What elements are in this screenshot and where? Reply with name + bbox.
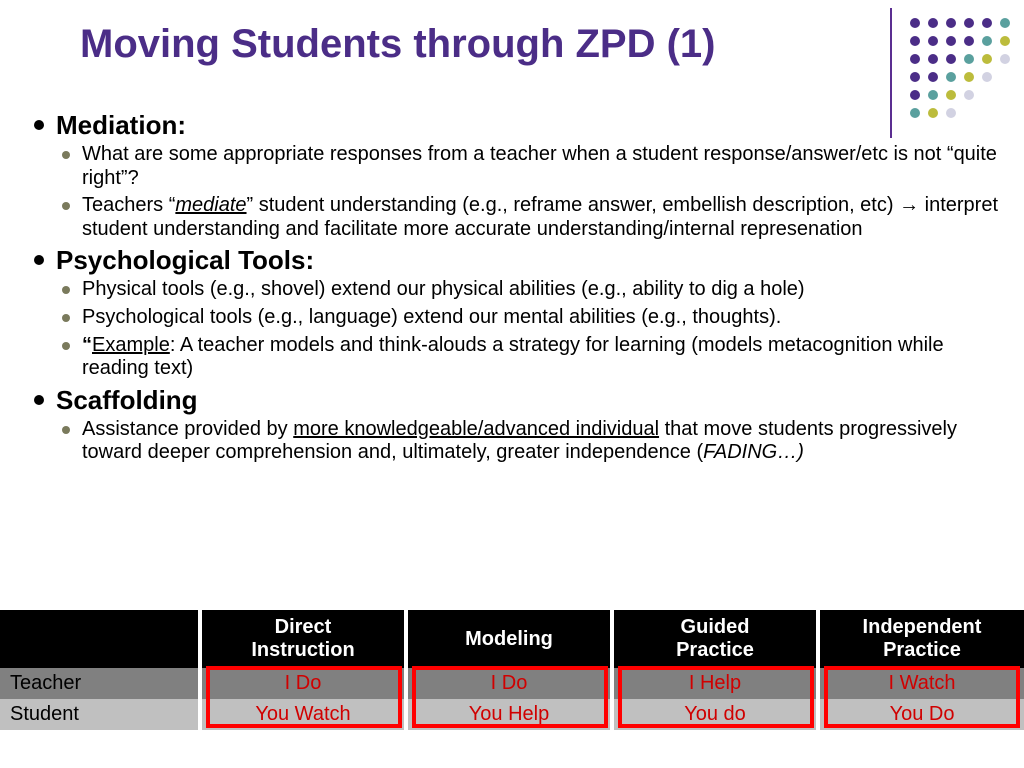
table-row-label: Student	[0, 699, 200, 730]
dot-icon	[910, 72, 920, 82]
dot-icon	[928, 90, 938, 100]
bullet-level1-label: Psychological Tools:	[56, 245, 1000, 276]
dot-icon	[982, 36, 992, 46]
table-cell: You do	[612, 699, 818, 730]
dot-icon	[928, 36, 938, 46]
table-row: StudentYou WatchYou HelpYou doYou Do	[0, 699, 1024, 730]
dot-icon	[946, 36, 956, 46]
bullet-level2-list: Assistance provided by more knowledgeabl…	[56, 418, 1000, 465]
table-cell: I Do	[406, 668, 612, 699]
bullet-level2-list: What are some appropriate responses from…	[56, 143, 1000, 241]
dot-icon	[964, 72, 974, 82]
bullet-level1-label: Mediation:	[56, 110, 1000, 141]
table-cell: You Help	[406, 699, 612, 730]
dot-icon	[928, 54, 938, 64]
bullet-level1: Psychological Tools:Physical tools (e.g.…	[30, 245, 1000, 380]
table-cell: You Watch	[200, 699, 406, 730]
dot-icon	[946, 54, 956, 64]
dot-icon	[964, 90, 974, 100]
bullet-level2: Teachers “mediate” student understanding…	[56, 194, 1000, 241]
dot-icon	[946, 90, 956, 100]
bullet-list: Mediation:What are some appropriate resp…	[30, 110, 1000, 465]
dot-icon	[910, 90, 920, 100]
gradual-release-table: DirectInstructionModelingGuidedPracticeI…	[0, 610, 1024, 730]
table-header-cell: GuidedPractice	[612, 610, 818, 668]
dot-icon	[910, 36, 920, 46]
dot-icon	[910, 18, 920, 28]
bullet-level2: Psychological tools (e.g., language) ext…	[56, 306, 1000, 330]
dot-icon	[982, 18, 992, 28]
table-header-cell: IndependentPractice	[818, 610, 1024, 668]
bullet-level1: ScaffoldingAssistance provided by more k…	[30, 385, 1000, 465]
table-cell: I Help	[612, 668, 818, 699]
table-header-cell: DirectInstruction	[200, 610, 406, 668]
dot-icon	[928, 18, 938, 28]
table-cell: I Watch	[818, 668, 1024, 699]
bullet-level1-label: Scaffolding	[56, 385, 1000, 416]
content-area: Mediation:What are some appropriate resp…	[30, 110, 1000, 469]
bullet-level1: Mediation:What are some appropriate resp…	[30, 110, 1000, 241]
dot-icon	[1000, 36, 1010, 46]
dot-icon	[964, 18, 974, 28]
bullet-level2: “Example: A teacher models and think-alo…	[56, 334, 1000, 381]
dot-icon	[928, 72, 938, 82]
table-row-label: Teacher	[0, 668, 200, 699]
table-header-cell	[0, 610, 200, 668]
dot-icon	[946, 18, 956, 28]
gradual-release-table-wrap: DirectInstructionModelingGuidedPracticeI…	[0, 610, 1024, 730]
dot-icon	[982, 54, 992, 64]
dot-icon	[946, 72, 956, 82]
dot-icon	[910, 54, 920, 64]
bullet-level2: Assistance provided by more knowledgeabl…	[56, 418, 1000, 465]
bullet-level2-list: Physical tools (e.g., shovel) extend our…	[56, 278, 1000, 380]
table-header-cell: Modeling	[406, 610, 612, 668]
dot-icon	[982, 72, 992, 82]
dot-icon	[1000, 54, 1010, 64]
bullet-level2: What are some appropriate responses from…	[56, 143, 1000, 190]
dot-icon	[964, 54, 974, 64]
table-cell: You Do	[818, 699, 1024, 730]
table-cell: I Do	[200, 668, 406, 699]
dot-icon	[1000, 18, 1010, 28]
bullet-level2: Physical tools (e.g., shovel) extend our…	[56, 278, 1000, 302]
table-row: TeacherI DoI DoI HelpI Watch	[0, 668, 1024, 699]
slide-title: Moving Students through ZPD (1)	[80, 22, 716, 67]
dot-icon	[964, 36, 974, 46]
